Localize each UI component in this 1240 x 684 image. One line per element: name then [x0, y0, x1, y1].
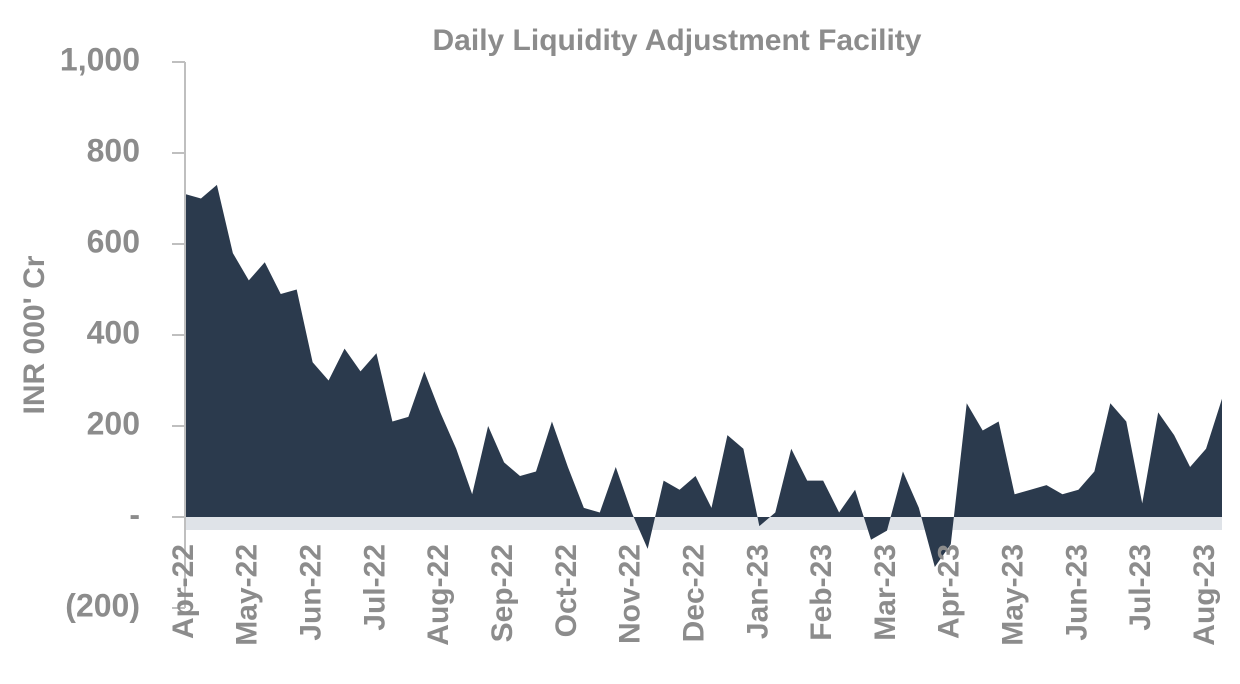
y-tick-label: 400 [87, 314, 140, 350]
x-tick-label: Feb-23 [805, 544, 838, 641]
x-tick-label: Jul-22 [358, 544, 391, 631]
y-axis-label: INR 000' Cr [18, 255, 51, 414]
x-tick-label: May-23 [997, 544, 1030, 646]
x-tick-label: Jul-23 [1124, 544, 1157, 631]
x-tick-label: Mar-23 [869, 544, 902, 641]
x-tick-label: Nov-22 [614, 544, 647, 644]
x-tick-label: Oct-22 [550, 544, 583, 637]
y-tick-label: (200) [65, 587, 140, 623]
x-tick-label: Jun-23 [1060, 544, 1093, 641]
area [185, 184, 1222, 568]
x-tick-label: Aug-23 [1188, 544, 1221, 646]
y-tick-label: 600 [87, 223, 140, 259]
x-tick-label: Jun-22 [295, 544, 328, 641]
x-tick-label: Aug-22 [422, 544, 455, 646]
x-tick-label: Apr-23 [933, 544, 966, 639]
y-tick-label: 200 [87, 405, 140, 441]
chart-title: Daily Liquidity Adjustment Facility [433, 24, 922, 57]
y-tick-label: 800 [87, 132, 140, 168]
x-tick-label: May-22 [231, 544, 264, 646]
y-tick-label: 1,000 [60, 41, 140, 77]
x-tick-label: Apr-22 [167, 544, 200, 639]
x-tick-label: Dec-22 [677, 544, 710, 642]
x-tick-label: Sep-22 [486, 544, 519, 642]
x-tick-label: Jan-23 [741, 544, 774, 639]
zero-band [185, 517, 1222, 530]
y-tick-label: - [129, 496, 140, 532]
